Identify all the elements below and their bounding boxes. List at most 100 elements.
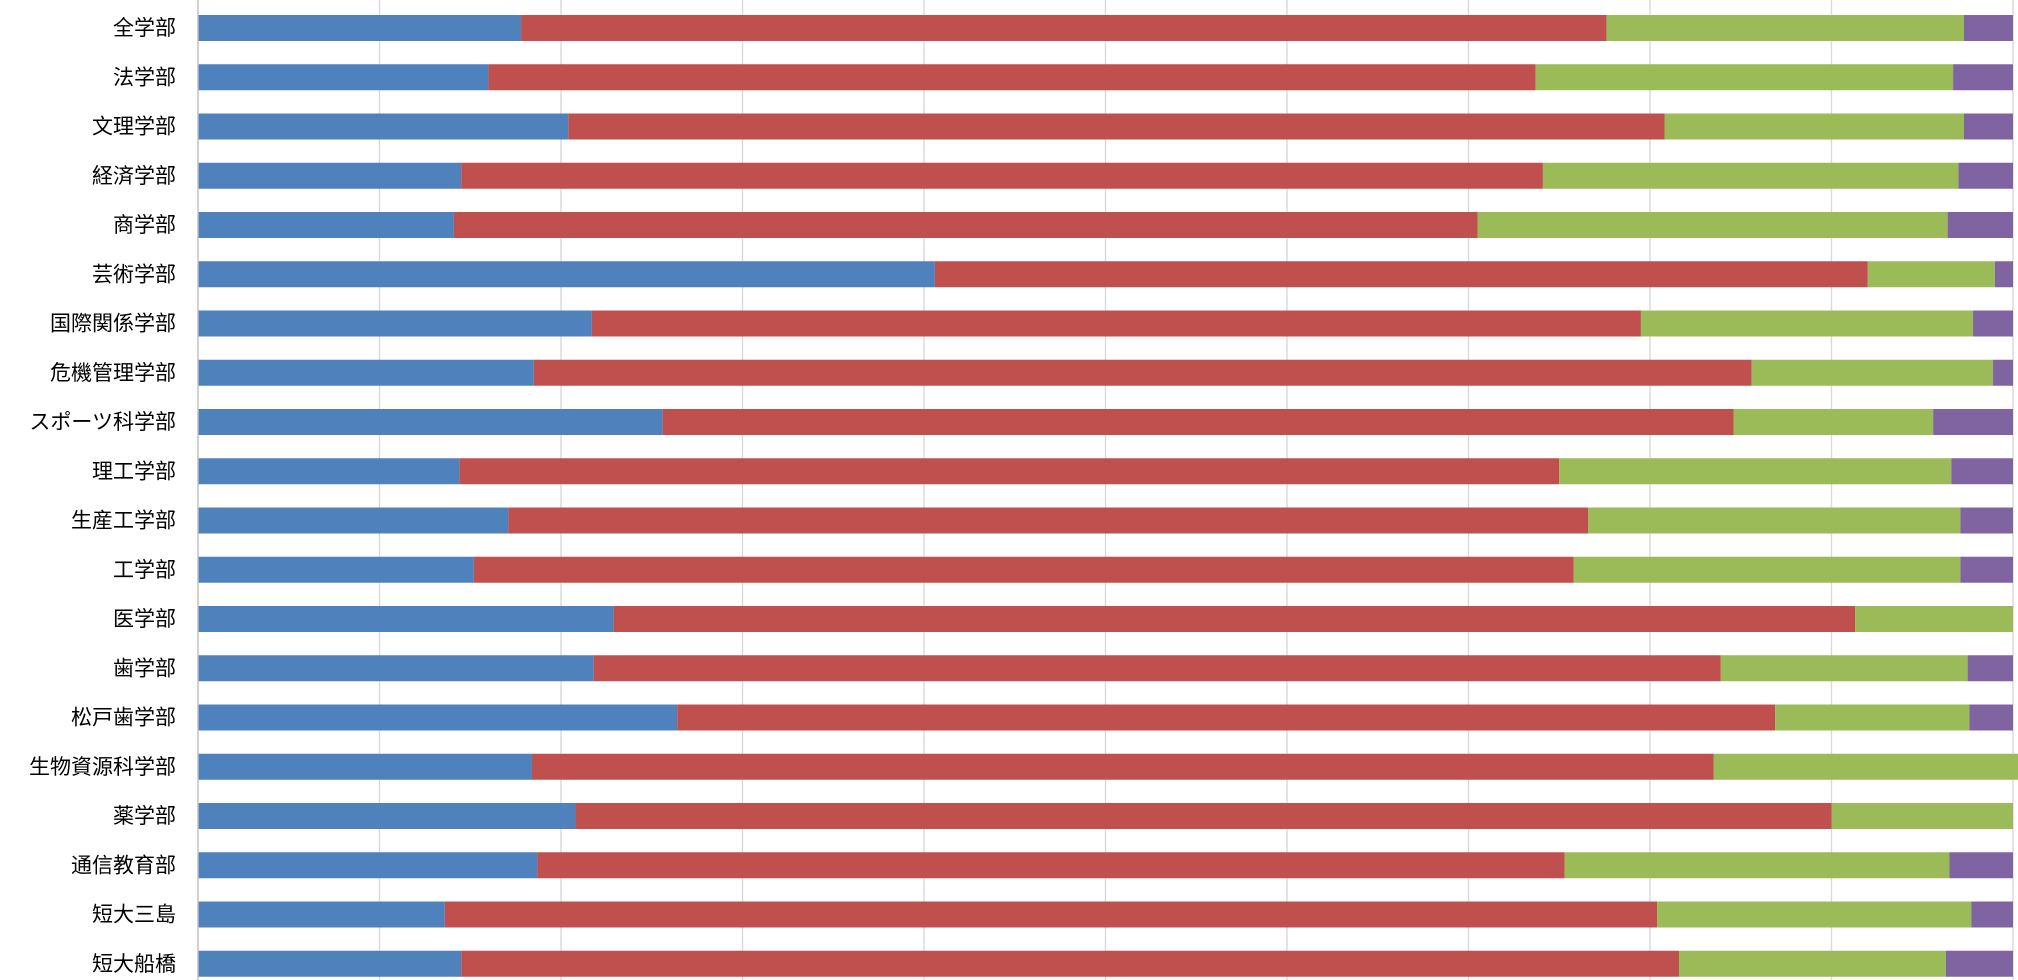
bar-segment-1 — [198, 655, 594, 682]
bar-segment-3 — [1573, 556, 1961, 583]
category-label: 国際関係学部 — [50, 312, 176, 336]
bar-segment-2 — [473, 556, 1574, 583]
bar-segment-3 — [1542, 162, 1959, 189]
bar-segment-1 — [198, 704, 678, 731]
category-label: 生産工学部 — [71, 509, 176, 533]
bar-segment-2 — [444, 901, 1658, 928]
category-label: 松戸歯学部 — [71, 706, 176, 730]
bar-segment-2 — [521, 15, 1607, 41]
bars — [198, 15, 2018, 977]
bar-segment-2 — [568, 113, 1665, 140]
bar-segment-1 — [198, 901, 445, 928]
category-label: 通信教育部 — [71, 853, 176, 877]
bar-segment-3 — [1657, 901, 1972, 928]
bar-segment-3 — [1606, 15, 1964, 41]
bar-segment-4 — [1951, 458, 2013, 485]
bar-segment-3 — [1559, 458, 1952, 485]
bar-segment-1 — [198, 261, 935, 288]
bar-segment-2 — [934, 261, 1868, 288]
category-label: 工学部 — [113, 558, 176, 582]
category-label: 芸術学部 — [92, 262, 176, 286]
category-label: スポーツ科学部 — [29, 410, 176, 434]
bar-segment-1 — [198, 458, 460, 485]
bar-segment-1 — [198, 556, 474, 583]
bar-segment-4 — [1967, 655, 2013, 682]
bar-segment-1 — [198, 852, 538, 879]
bar-segment-4 — [1971, 901, 2013, 928]
bar-segment-2 — [677, 704, 1776, 731]
bar-segment-3 — [1535, 64, 1954, 91]
bar-segment-2 — [593, 655, 1721, 682]
bar-segment-3 — [1588, 507, 1961, 534]
bar-segment-4 — [1960, 556, 2013, 583]
bar-segment-4 — [1963, 113, 2013, 140]
bar-segment-4 — [1949, 852, 2013, 879]
bar-segment-1 — [198, 606, 614, 632]
category-label: 経済学部 — [92, 164, 176, 188]
bar-segment-3 — [1564, 852, 1950, 879]
bar-segment-1 — [198, 359, 534, 386]
bar-segment-4 — [1953, 64, 2013, 91]
bar-segment-3 — [1664, 113, 1964, 140]
bar-segment-4 — [1973, 310, 2013, 337]
bar-segment-1 — [198, 409, 663, 435]
bar-segment-4 — [1994, 261, 2013, 288]
bar-segment-4 — [1963, 15, 2013, 41]
bar-segment-3 — [1713, 753, 2018, 780]
bar-segment-4 — [1933, 409, 2013, 435]
bar-segment-4 — [1993, 359, 2013, 386]
category-label: 法学部 — [113, 65, 176, 89]
bar-segment-2 — [531, 753, 1714, 780]
bar-segment-1 — [198, 950, 462, 977]
bar-segment-2 — [508, 507, 1589, 534]
bar-segment-1 — [198, 212, 454, 238]
bar-segment-2 — [461, 950, 1680, 977]
bar-segment-1 — [198, 162, 462, 189]
bar-segment-4 — [1958, 162, 2013, 189]
bar-segment-2 — [461, 162, 1543, 189]
bar-segment-3 — [1831, 803, 2013, 829]
bar-segment-1 — [198, 310, 592, 337]
bar-segment-4 — [1969, 704, 2013, 731]
bar-segment-1 — [198, 15, 522, 41]
category-label: 生物資源科学部 — [29, 755, 176, 779]
category-label: 理工学部 — [92, 459, 176, 483]
bar-segment-3 — [1751, 359, 1994, 386]
bar-segment-1 — [198, 113, 569, 140]
bar-segment-2 — [488, 64, 1536, 91]
category-label: 歯学部 — [113, 656, 176, 680]
category-label: 危機管理学部 — [50, 361, 176, 385]
category-label: 短大船橋 — [92, 952, 176, 976]
bar-segment-2 — [537, 852, 1565, 879]
bar-segment-3 — [1775, 704, 1970, 731]
bar-segment-2 — [533, 359, 1752, 386]
gridlines — [378, 0, 2014, 980]
category-labels: 全学部法学部文理学部経済学部商学部芸術学部国際関係学部危機管理学部スポーツ科学部… — [29, 16, 176, 976]
bar-segment-3 — [1855, 606, 2013, 632]
bar-segment-3 — [1640, 310, 1974, 337]
category-label: 商学部 — [113, 213, 176, 237]
bar-segment-2 — [613, 606, 1856, 632]
bar-segment-3 — [1720, 655, 1968, 682]
bar-segment-3 — [1867, 261, 1995, 288]
category-label: 医学部 — [113, 607, 176, 631]
bar-segment-2 — [453, 212, 1478, 238]
bar-segment-1 — [198, 64, 489, 91]
bar-segment-4 — [1945, 950, 2013, 977]
category-label: 文理学部 — [92, 115, 176, 139]
category-label: 薬学部 — [113, 804, 176, 828]
bar-segment-3 — [1733, 409, 1934, 435]
bar-segment-2 — [591, 310, 1641, 337]
bar-segment-4 — [1947, 212, 2013, 238]
bar-segment-1 — [198, 803, 576, 829]
bar-segment-1 — [198, 753, 532, 780]
bar-segment-1 — [198, 507, 509, 534]
category-label: 短大三島 — [92, 903, 176, 927]
bar-segment-2 — [662, 409, 1734, 435]
bar-segment-2 — [459, 458, 1560, 485]
bar-segment-3 — [1679, 950, 1946, 977]
bar-segment-2 — [575, 803, 1832, 829]
bar-segment-3 — [1477, 212, 1948, 238]
category-label: 全学部 — [113, 16, 176, 40]
